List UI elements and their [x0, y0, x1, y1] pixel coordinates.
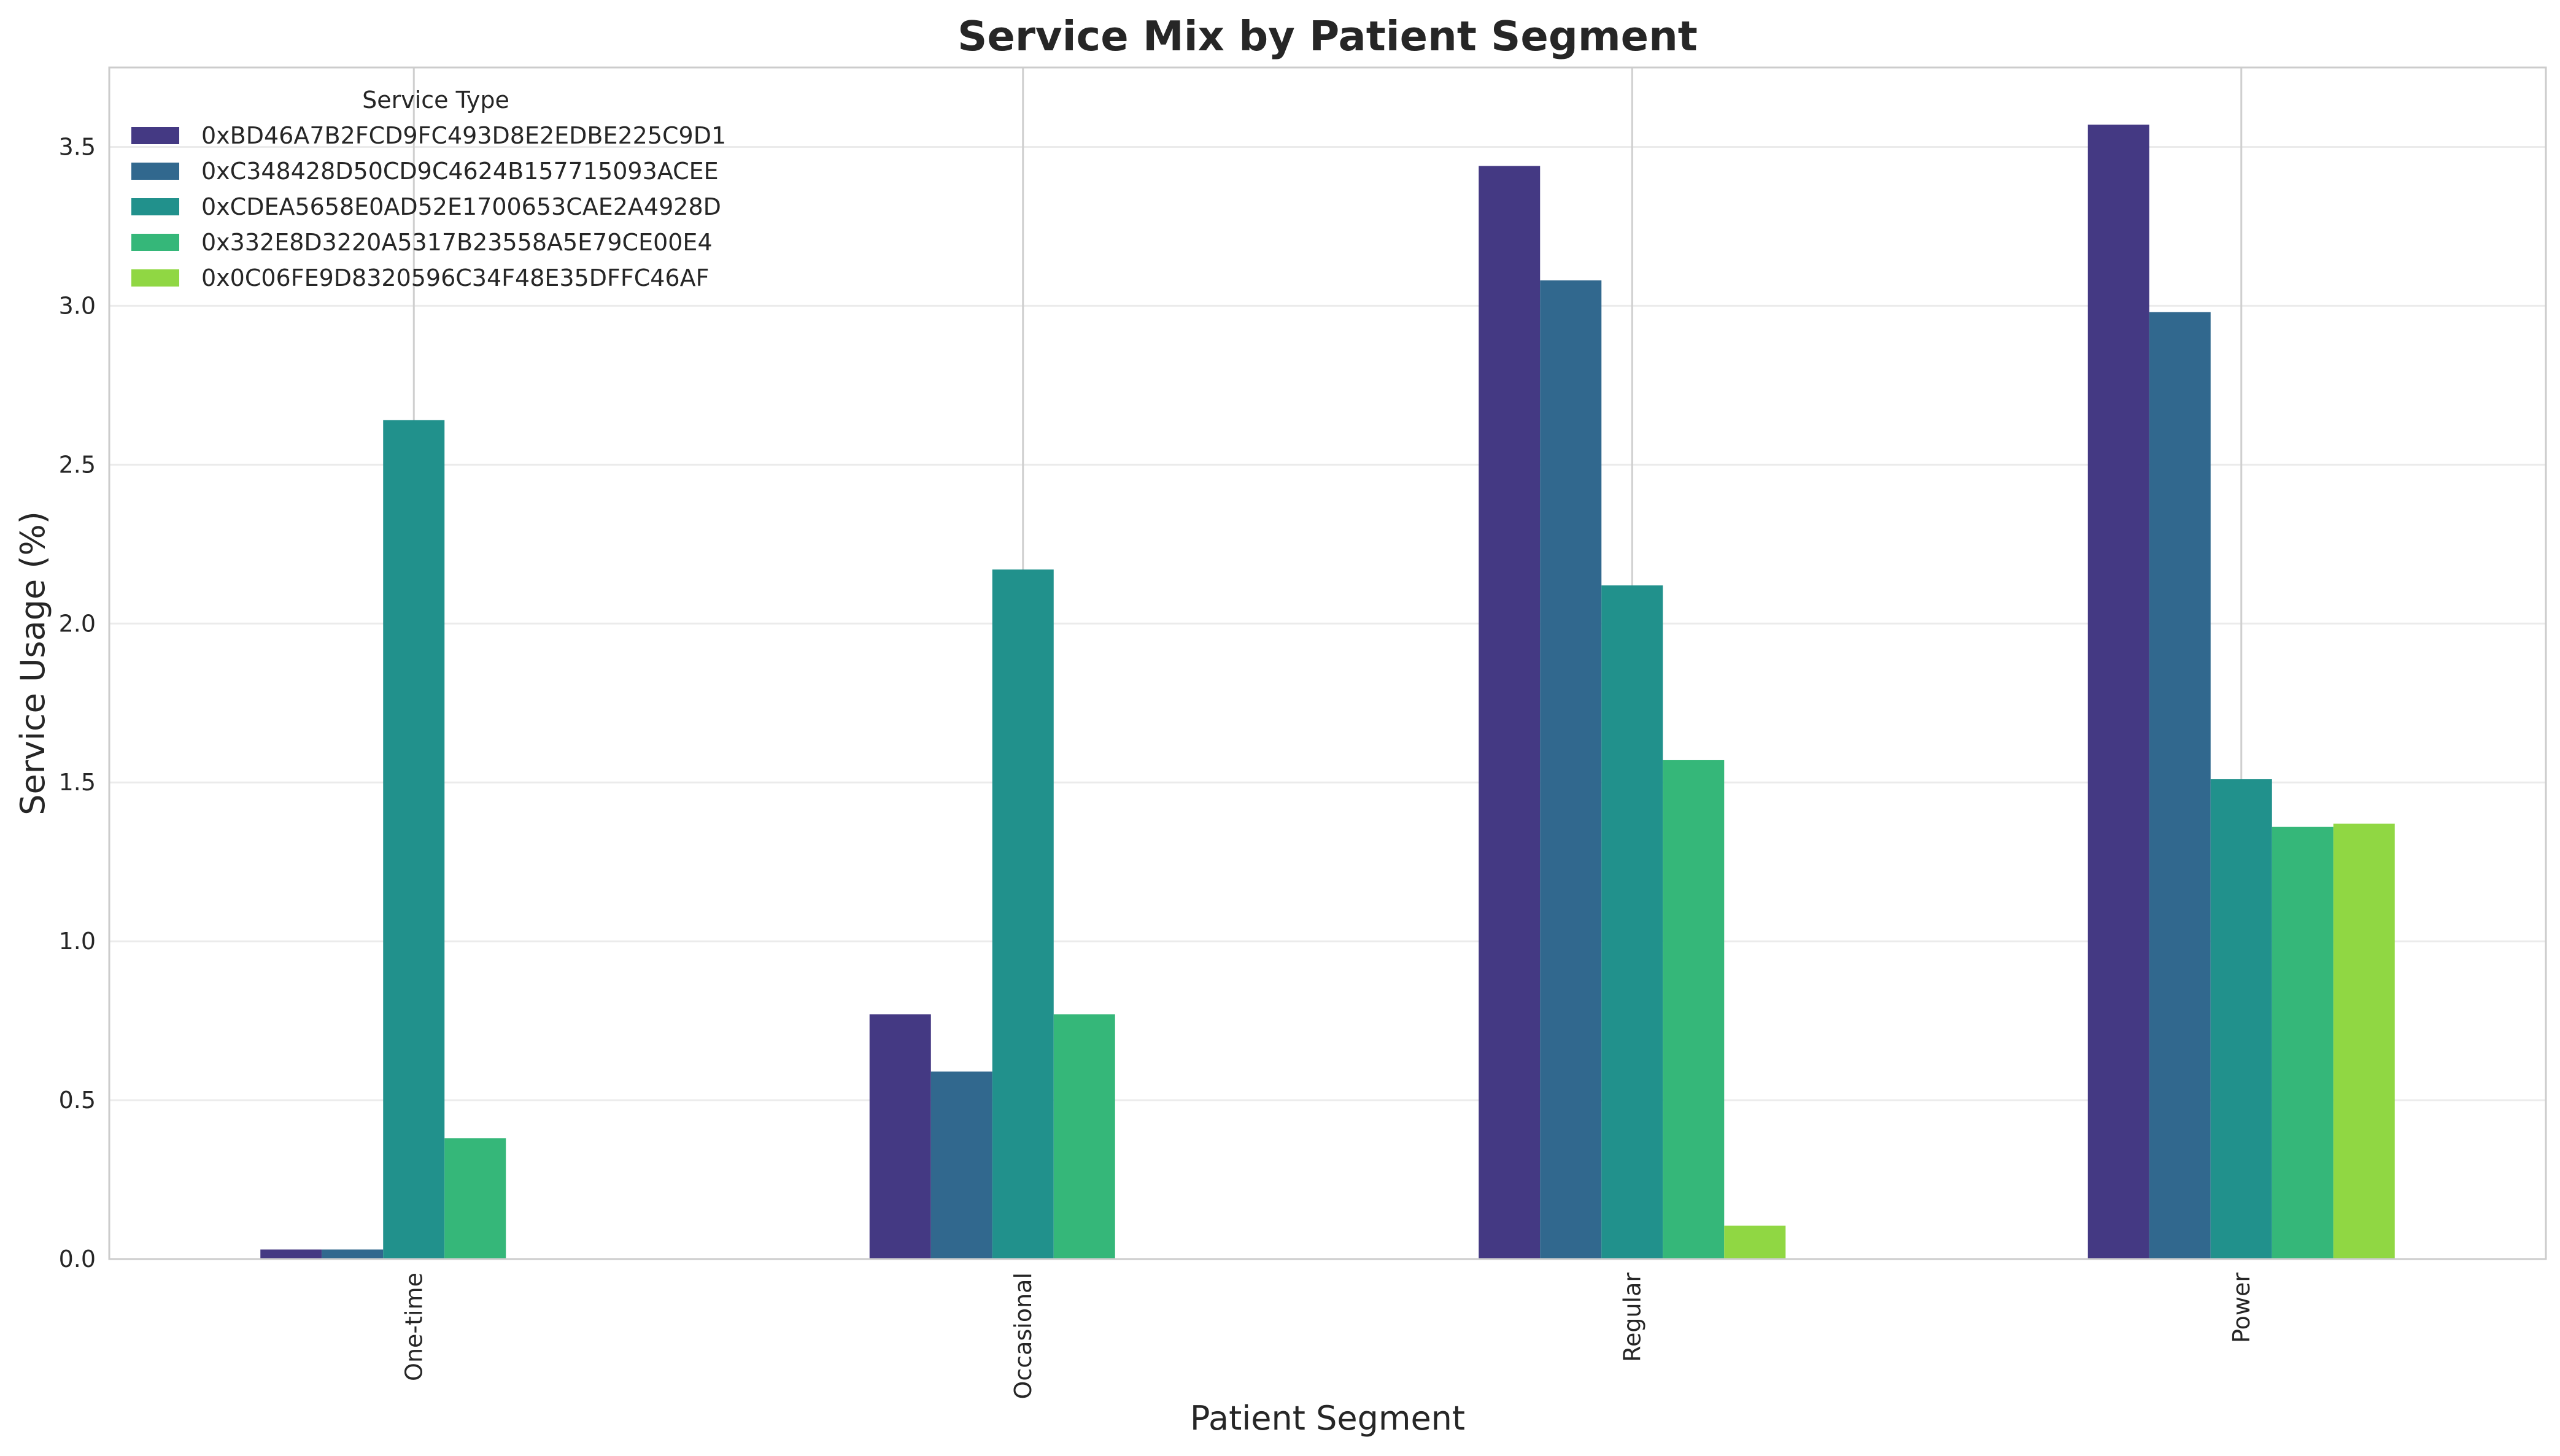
x-tick-label: Power: [2228, 1273, 2255, 1343]
bar-0xCDEA5658E0AD52E1700653CAE2A4928D-Regular: [1601, 585, 1663, 1259]
y-tick-label: 1.5: [59, 769, 96, 796]
x-tick-label: Regular: [1618, 1273, 1645, 1362]
y-tick-label: 2.0: [59, 610, 96, 637]
bar-0xBD46A7B2FCD9FC493D8E2EDBE225C9D1-Regular: [1479, 166, 1541, 1259]
y-tick-label: 3.0: [59, 292, 96, 319]
bar-0xC348428D50CD9C4624B157715093ACEE-Occasional: [930, 1071, 992, 1259]
legend-swatch: [131, 198, 179, 215]
legend-label: 0x332E8D3220A5317B23558A5E79CE00E4: [201, 229, 713, 256]
y-tick-label: 0.5: [59, 1087, 96, 1114]
plot-frame: [108, 66, 2547, 1260]
x-tick-label: One-time: [400, 1273, 427, 1381]
bar-0x332E8D3220A5317B23558A5E79CE00E4-Occasional: [1053, 1014, 1115, 1259]
bar-0x0C06FE9D8320596C34F48E35DFFC46AF-Power: [2333, 823, 2395, 1259]
legend-swatch: [131, 234, 179, 251]
bar-0x332E8D3220A5317B23558A5E79CE00E4-One-time: [444, 1138, 506, 1259]
legend-swatch: [131, 163, 179, 180]
legend-swatch: [131, 269, 179, 287]
legend-label: 0xC348428D50CD9C4624B157715093ACEE: [201, 158, 719, 185]
bar-0xC348428D50CD9C4624B157715093ACEE-Power: [2149, 312, 2211, 1259]
bar-0xCDEA5658E0AD52E1700653CAE2A4928D-One-time: [383, 420, 445, 1259]
bar-0xBD46A7B2FCD9FC493D8E2EDBE225C9D1-Occasional: [869, 1014, 931, 1259]
y-axis-label: Service Usage (%): [14, 511, 52, 815]
legend-items: 0xBD46A7B2FCD9FC493D8E2EDBE225C9D1 0xC348…: [131, 122, 726, 291]
legend-title: Service Type: [362, 87, 509, 114]
x-axis-ticks: One-time Occasional Regular Power: [400, 1273, 2255, 1400]
bar-0x0C06FE9D8320596C34F48E35DFFC46AF-Regular: [1724, 1225, 1786, 1259]
x-tick-label: Occasional: [1010, 1273, 1037, 1400]
bar-0xC348428D50CD9C4624B157715093ACEE-One-time: [322, 1249, 384, 1259]
y-tick-label: 2.5: [59, 451, 96, 478]
y-tick-label: 1.0: [59, 928, 96, 955]
legend: Service Type 0xBD46A7B2FCD9FC493D8E2EDBE…: [131, 87, 726, 291]
y-axis-ticks: 0.0 0.5 1.0 1.5 2.0 2.5 3.0 3.5: [59, 133, 96, 1273]
bar-0x332E8D3220A5317B23558A5E79CE00E4-Regular: [1663, 760, 1725, 1259]
bar-0xBD46A7B2FCD9FC493D8E2EDBE225C9D1-Power: [2087, 125, 2149, 1259]
legend-label: 0xBD46A7B2FCD9FC493D8E2EDBE225C9D1: [201, 122, 726, 149]
bar-0xC348428D50CD9C4624B157715093ACEE-Regular: [1540, 280, 1602, 1259]
bar-0x332E8D3220A5317B23558A5E79CE00E4-Power: [2272, 826, 2334, 1259]
chart-title: Service Mix by Patient Segment: [957, 12, 1698, 60]
x-axis-label: Patient Segment: [1190, 1399, 1465, 1438]
y-tick-label: 0.0: [59, 1246, 96, 1273]
legend-label: 0x0C06FE9D8320596C34F48E35DFFC46AF: [201, 264, 709, 291]
bar-0xCDEA5658E0AD52E1700653CAE2A4928D-Power: [2210, 779, 2272, 1259]
bar-0xBD46A7B2FCD9FC493D8E2EDBE225C9D1-One-time: [260, 1249, 322, 1259]
bar-0xCDEA5658E0AD52E1700653CAE2A4928D-Occasional: [992, 569, 1054, 1260]
bars-layer: [260, 125, 2395, 1260]
legend-swatch: [131, 127, 179, 144]
legend-label: 0xCDEA5658E0AD52E1700653CAE2A4928D: [201, 193, 721, 220]
y-tick-label: 3.5: [59, 133, 96, 160]
